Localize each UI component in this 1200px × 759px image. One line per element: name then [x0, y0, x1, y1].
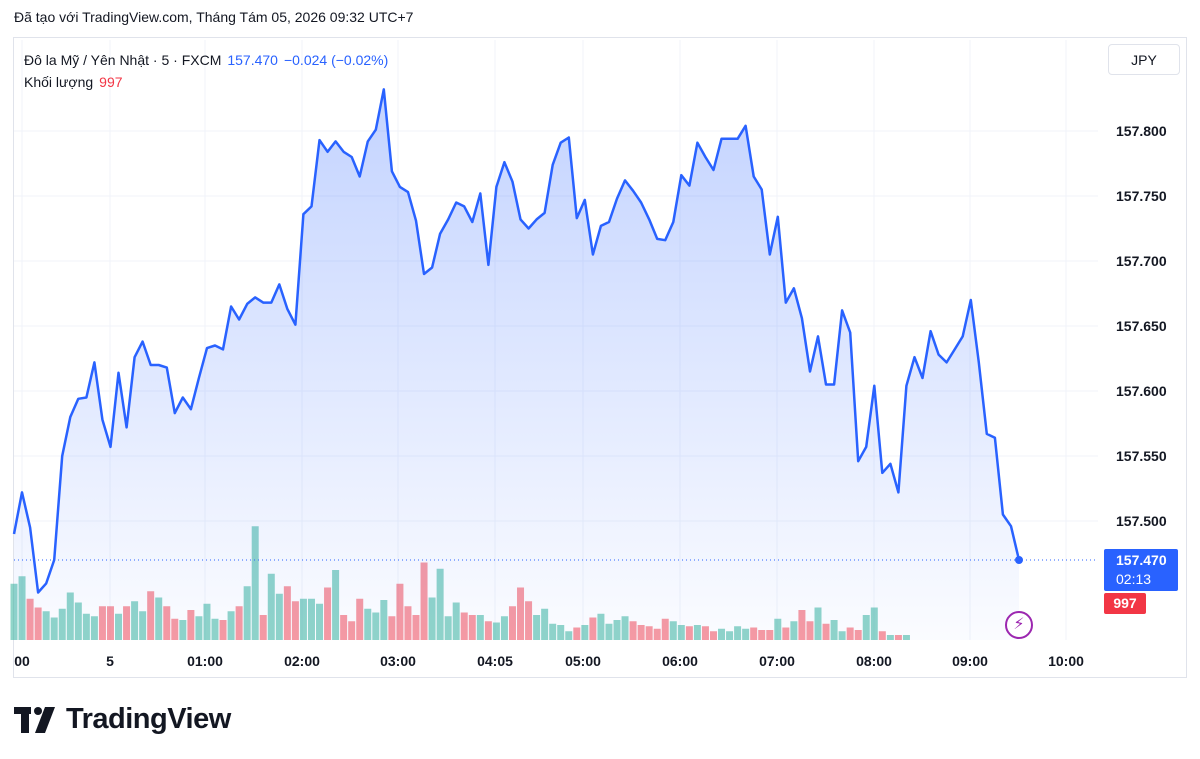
volume-value: 997 [99, 74, 123, 90]
chart-legend: Đô la Mỹ / Yên Nhật · 5 · FXCM 157.470 −0.… [24, 49, 388, 93]
last-price-dot [1015, 556, 1023, 564]
y-tick-label: 157.550 [1116, 448, 1167, 464]
price-axis-tag: 157.470 02:13 [1104, 549, 1178, 591]
x-tick-label: 05:00 [565, 653, 601, 669]
tradingview-logo-icon [14, 706, 55, 733]
price-change-value: −0.024 (−0.02%) [283, 52, 389, 68]
x-tick-label: 04:05 [477, 653, 513, 669]
y-tick-label: 157.600 [1116, 383, 1167, 399]
volume-label[interactable]: Khối lượng [24, 74, 94, 90]
price-tag-countdown: 02:13 [1116, 571, 1152, 587]
volume-axis-tag: 997 [1104, 593, 1146, 614]
x-tick-label: 06:00 [662, 653, 698, 669]
x-tick-label: 01:00 [187, 653, 223, 669]
x-tick-label: 03:00 [380, 653, 416, 669]
brand-name: TradingView [66, 703, 231, 735]
y-tick-label: 157.500 [1116, 513, 1167, 529]
last-price-value: 157.470 [227, 52, 278, 68]
y-tick-label: 157.750 [1116, 188, 1167, 204]
currency-button[interactable]: JPY [1108, 44, 1180, 75]
brand[interactable]: TradingView [14, 703, 231, 736]
x-tick-label: 09:00 [952, 653, 988, 669]
x-tick-label: 02:00 [284, 653, 320, 669]
symbol-label[interactable]: Đô la Mỹ / Yên Nhật · 5 · FXCM [24, 52, 222, 68]
y-tick-label: 157.650 [1116, 318, 1167, 334]
x-tick-label: 08:00 [856, 653, 892, 669]
price-area [14, 89, 1019, 640]
y-tick-label: 157.700 [1116, 253, 1167, 269]
x-tick-label: 07:00 [759, 653, 795, 669]
price-line [12, 88, 1021, 594]
x-tick-label: 5 [106, 653, 114, 669]
x-tick-label: 00 [14, 653, 30, 669]
y-tick-label: 157.800 [1116, 123, 1167, 139]
chart-caption: Đã tạo với TradingView.com, Tháng Tám 05… [14, 9, 414, 25]
lightning-bolt-icon[interactable]: ⚡ [1005, 611, 1033, 639]
chart-frame[interactable] [13, 37, 1187, 678]
x-tick-label: 10:00 [1048, 653, 1084, 669]
price-tag-value: 157.470 [1116, 552, 1167, 568]
